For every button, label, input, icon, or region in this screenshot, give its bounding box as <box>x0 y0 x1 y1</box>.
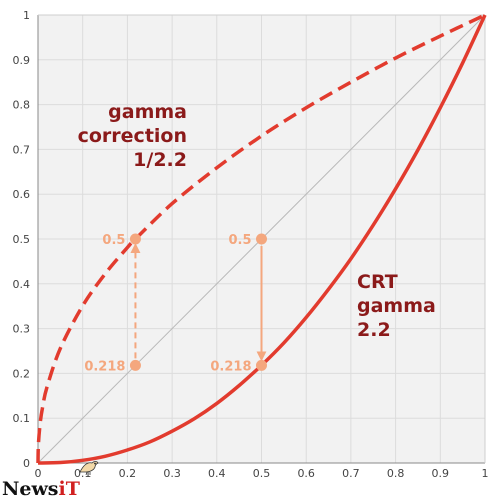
data-point-marker <box>256 359 267 371</box>
bird-logo-icon <box>79 461 99 476</box>
axes <box>37 14 486 464</box>
watermark-logo: NewsiT <box>2 478 80 500</box>
annotation-line: 2.2 <box>357 319 391 341</box>
y-tick-label: 0.6 <box>13 188 31 201</box>
marker-value-label: 0.5 <box>102 233 125 248</box>
annotation-line: correction <box>78 125 187 147</box>
x-tick-label: 0.5 <box>253 467 271 480</box>
y-tick-label: 0.4 <box>13 278 31 291</box>
y-tick-label: 0.3 <box>13 323 31 336</box>
x-tick-label: 0.7 <box>342 467 360 480</box>
x-tick-label: 0.4 <box>208 467 226 480</box>
annotation-line: gamma <box>108 101 187 123</box>
x-tick-label: 0.3 <box>163 467 181 480</box>
annotation-line: CRT <box>357 271 398 293</box>
marker-value-label: 0.218 <box>210 359 251 374</box>
y-tick-label: 0.9 <box>13 54 31 67</box>
x-tick-label: 0.8 <box>387 467 405 480</box>
annotation-line: gamma <box>357 295 436 317</box>
x-tick-label: 0 <box>35 467 42 480</box>
marker-labels: 0.218 0.5 0.5 0.218 <box>84 233 251 374</box>
y-tick-label: 1 <box>23 9 30 22</box>
markers <box>129 233 267 371</box>
x-tick-label: 0.9 <box>432 467 450 480</box>
watermark-text: News <box>2 478 59 500</box>
y-tick-label: 0.7 <box>13 143 31 156</box>
y-tick-label: 0.5 <box>13 233 31 246</box>
y-tick-label: 0.2 <box>13 367 31 380</box>
watermark-accent: iT <box>58 478 80 500</box>
x-tick-label: 1 <box>482 467 489 480</box>
marker-value-label: 0.218 <box>84 359 125 374</box>
y-tick-label: 0.8 <box>13 99 31 112</box>
annotation-line: 1/2.2 <box>133 149 187 171</box>
data-point-marker <box>129 233 141 245</box>
data-point-marker <box>256 233 267 245</box>
y-tick-label: 0 <box>23 457 30 470</box>
data-point-marker <box>129 359 141 371</box>
y-tick-label: 0.1 <box>13 412 31 425</box>
x-tick-label: 0.2 <box>119 467 137 480</box>
x-tick-label: 0.6 <box>297 467 315 480</box>
marker-value-label: 0.5 <box>228 233 251 248</box>
arrows <box>130 243 267 362</box>
